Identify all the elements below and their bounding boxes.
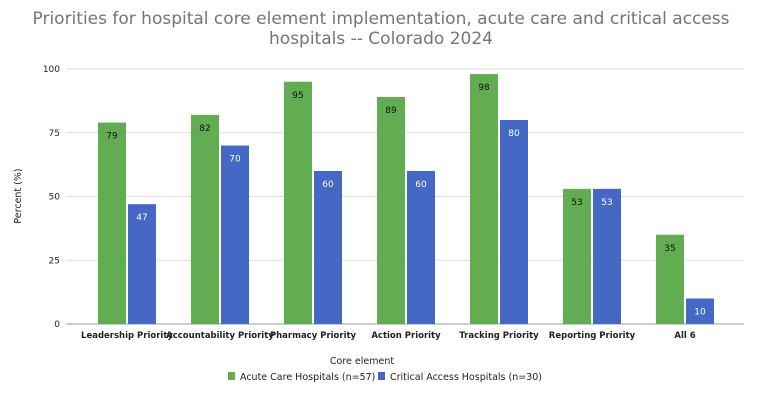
x-tick-label: Accountability Priority [166,331,274,341]
data-label: 70 [229,155,241,165]
bar [98,122,126,324]
data-label: 98 [478,83,490,93]
x-tick-label: Action Priority [371,331,441,341]
y-axis-title: Percent (%) [13,168,24,223]
data-label: 60 [415,180,427,190]
legend-label-critical: Critical Access Hospitals (n=30) [390,372,542,383]
y-tick-label: 100 [43,65,60,75]
y-tick-label: 0 [54,320,60,330]
x-tick-label: Leadership Priority [81,331,173,341]
data-label: 95 [292,91,303,101]
data-label: 10 [694,308,706,318]
bar [470,74,498,324]
bar [656,234,684,324]
x-axis-title: Core element [330,356,394,367]
y-tick-label: 25 [49,256,60,266]
legend-label-acute: Acute Care Hospitals (n=57) [240,372,375,383]
x-tick-label: Reporting Priority [549,331,636,341]
data-label: 47 [136,213,147,223]
bar [563,188,591,324]
bar [593,188,621,324]
data-label: 35 [664,244,675,254]
bar [377,97,405,324]
bar [407,171,435,324]
legend: Acute Care Hospitals (n=57) Critical Acc… [228,372,542,383]
bar [500,120,528,324]
data-label: 60 [322,180,334,190]
x-tick-label: All 6 [674,331,695,341]
chart-title-line-1: Priorities for hospital core element imp… [33,9,730,29]
bar [314,171,342,324]
bar [284,81,312,324]
legend-swatch-critical [378,372,385,380]
data-label: 79 [106,132,118,142]
bar [221,145,249,324]
data-label: 80 [508,129,520,139]
x-tick-label: Tracking Priority [459,331,539,341]
data-label: 82 [199,124,210,134]
legend-swatch-acute [228,372,235,380]
data-label: 89 [385,106,397,116]
x-tick-label: Pharmacy Priority [270,331,357,341]
data-label: 53 [571,198,582,208]
y-tick-label: 50 [49,193,61,203]
y-tick-label: 75 [49,129,60,139]
bar [191,114,219,325]
data-label: 53 [601,198,612,208]
bar [128,204,156,324]
bar [686,298,714,324]
chart-title-line-2: hospitals -- Colorado 2024 [269,29,493,49]
